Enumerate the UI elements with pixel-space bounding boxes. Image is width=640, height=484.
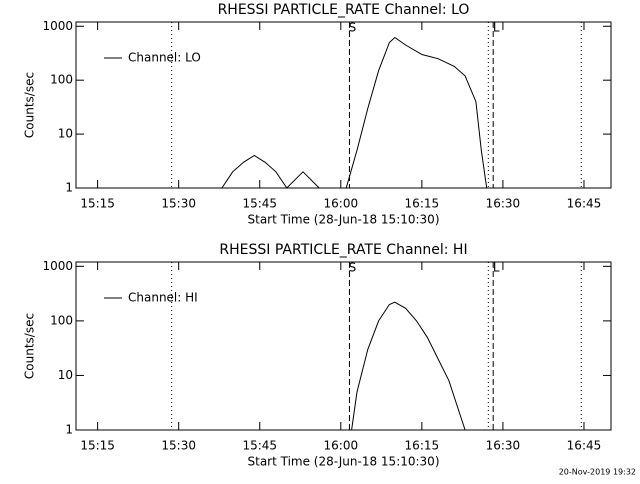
y-tick-label: 1 [65, 181, 73, 195]
x-tick-label: 16:00 [324, 197, 359, 211]
y-tick-label: 1000 [42, 259, 73, 273]
y-tick-label: 1 [65, 423, 73, 437]
y-axis-label: Counts/sec [23, 313, 37, 379]
marker-label: S [349, 261, 357, 275]
x-tick-label: 15:30 [161, 439, 196, 453]
x-tick-label: 16:45 [567, 197, 602, 211]
data-line [351, 301, 466, 431]
x-tick-label: 16:15 [405, 197, 440, 211]
x-axis-label: Start Time (28-Jun-18 15:10:30) [248, 213, 440, 227]
y-tick-label: 10 [58, 127, 73, 141]
x-tick-label: 15:15 [80, 439, 115, 453]
x-axis-label: Start Time (28-Jun-18 15:10:30) [248, 455, 440, 469]
x-tick-label: 16:30 [486, 439, 521, 453]
x-tick-label: 16:30 [486, 197, 521, 211]
plot-frame [75, 261, 612, 431]
x-tick-label: 15:45 [242, 439, 277, 453]
x-tick-label: 16:45 [567, 439, 602, 453]
y-tick-label: 100 [50, 73, 73, 87]
y-tick-label: 1000 [42, 19, 73, 33]
legend-label: Channel: LO [128, 51, 201, 65]
footer: 20-Nov-2019 19:32 [559, 468, 636, 477]
marker-label: S [349, 21, 357, 35]
plot-frame [75, 21, 612, 189]
data-line [221, 36, 488, 189]
x-tick-label: 15:45 [242, 197, 277, 211]
y-tick-label: 100 [50, 313, 73, 327]
y-axis-label: Counts/sec [23, 72, 37, 138]
x-tick-label: 15:15 [80, 197, 115, 211]
x-tick-label: 16:15 [405, 439, 440, 453]
chart-title: RHESSI PARTICLE_RATE Channel: HI [219, 242, 467, 258]
y-tick-label: 10 [58, 368, 73, 382]
x-tick-label: 15:30 [161, 197, 196, 211]
legend-label: Channel: HI [128, 291, 198, 305]
chart-title: RHESSI PARTICLE_RATE Channel: LO [218, 2, 470, 18]
marker-label: L [493, 261, 500, 275]
x-tick-label: 16:00 [324, 439, 359, 453]
marker-label: L [493, 21, 500, 35]
